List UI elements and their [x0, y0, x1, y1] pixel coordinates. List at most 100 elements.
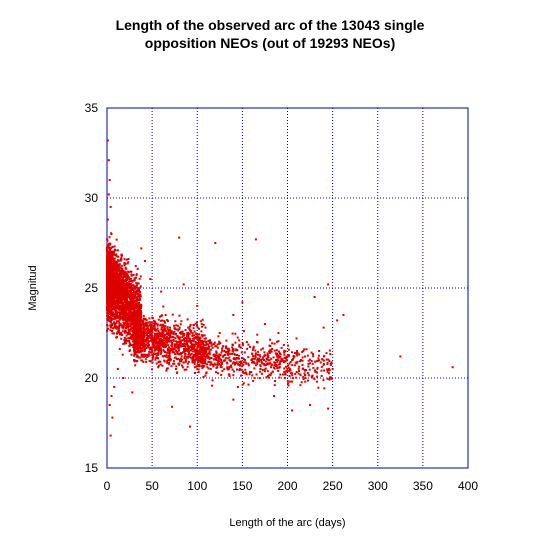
data-point: [193, 347, 196, 350]
data-point: [122, 325, 125, 328]
data-point: [322, 326, 325, 329]
data-point: [159, 324, 162, 327]
data-point: [252, 379, 255, 382]
data-point: [120, 254, 123, 257]
data-point: [134, 341, 137, 344]
data-point: [323, 387, 326, 390]
data-point: [201, 364, 204, 367]
data-point: [134, 333, 137, 336]
data-point: [271, 347, 274, 350]
data-point: [134, 302, 137, 305]
data-point: [109, 286, 112, 289]
data-point: [241, 365, 244, 368]
data-point: [207, 345, 210, 348]
data-point: [145, 328, 148, 331]
data-point: [225, 345, 228, 348]
data-point: [185, 356, 188, 359]
data-point: [240, 362, 243, 365]
data-point: [119, 259, 122, 262]
data-point: [178, 328, 181, 331]
data-point: [192, 339, 195, 342]
data-point: [125, 292, 128, 295]
data-point: [186, 332, 189, 335]
data-point: [307, 359, 310, 362]
data-point: [171, 313, 174, 316]
data-point: [136, 314, 139, 317]
data-point: [138, 311, 141, 314]
data-point: [288, 375, 291, 378]
data-point: [122, 297, 125, 300]
data-point: [112, 317, 115, 320]
data-point: [114, 275, 117, 278]
data-point: [117, 326, 120, 329]
data-point: [126, 262, 129, 265]
data-point: [125, 321, 128, 324]
data-point: [109, 247, 112, 250]
data-point: [168, 359, 171, 362]
data-point: [114, 284, 117, 287]
data-point: [283, 353, 286, 356]
data-point: [281, 373, 284, 376]
data-point: [106, 303, 109, 306]
data-point: [153, 335, 156, 338]
data-point: [123, 331, 126, 334]
data-point: [126, 286, 129, 289]
data-point: [171, 343, 174, 346]
data-point: [121, 295, 124, 298]
data-point: [267, 356, 270, 359]
data-point: [302, 349, 305, 352]
data-point: [214, 358, 217, 361]
data-point: [277, 359, 280, 362]
data-point: [292, 355, 295, 358]
data-point: [196, 336, 199, 339]
data-point: [112, 313, 115, 316]
data-point: [164, 327, 167, 330]
data-point: [174, 368, 177, 371]
data-point: [106, 307, 109, 310]
data-point: [106, 304, 109, 307]
data-point: [263, 368, 266, 371]
data-point: [216, 356, 219, 359]
data-point: [242, 358, 245, 361]
data-point: [118, 332, 121, 334]
data-point: [195, 333, 198, 336]
data-point: [247, 383, 250, 386]
data-point: [288, 368, 291, 371]
data-point: [171, 345, 174, 348]
data-point: [142, 323, 145, 325]
data-point: [198, 342, 201, 345]
data-point: [145, 319, 148, 322]
data-point: [215, 354, 218, 357]
data-point: [214, 363, 217, 366]
data-point: [229, 352, 232, 355]
data-point: [187, 334, 190, 337]
data-point: [151, 361, 154, 364]
data-point: [114, 260, 117, 263]
data-point: [147, 324, 150, 327]
data-point: [129, 282, 132, 285]
data-point: [218, 363, 221, 366]
data-point: [226, 357, 229, 360]
data-point: [203, 347, 206, 350]
data-point: [170, 330, 173, 333]
data-point: [107, 251, 110, 254]
data-point: [107, 257, 110, 260]
data-point: [294, 351, 297, 354]
data-point: [245, 373, 248, 376]
data-point: [184, 349, 187, 352]
data-point: [165, 351, 168, 354]
data-point: [195, 343, 198, 346]
data-point: [117, 289, 120, 292]
data-point: [220, 351, 223, 354]
data-point: [263, 355, 266, 358]
data-point: [106, 262, 109, 265]
data-point: [135, 292, 138, 295]
data-point: [134, 291, 137, 294]
data-point: [188, 345, 191, 348]
data-point: [261, 358, 264, 361]
data-point: [114, 294, 117, 297]
data-point: [128, 283, 131, 286]
data-point: [166, 326, 169, 329]
data-point: [109, 317, 112, 320]
data-point: [130, 273, 133, 276]
